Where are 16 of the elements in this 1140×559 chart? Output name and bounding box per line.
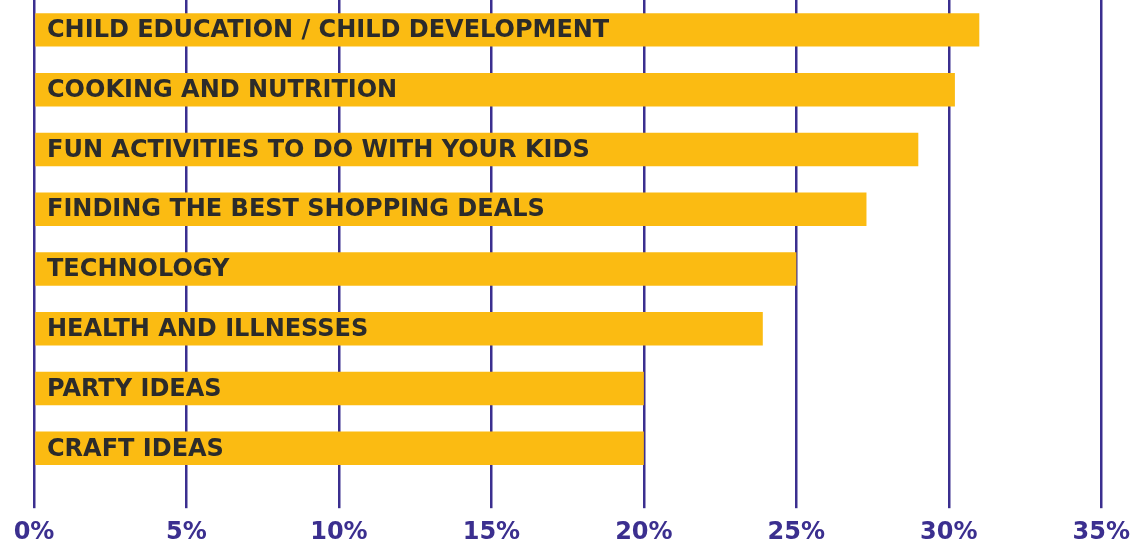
y-tick-label: HEALTH AND ILLNESSES	[47, 314, 369, 342]
y-tick-label: PARTY IDEAS	[47, 373, 222, 402]
y-tick-label: TECHNOLOGY	[47, 254, 230, 283]
x-tick-label: 5%	[166, 516, 207, 545]
x-tick-label: 0%	[13, 516, 55, 545]
x-tick-label: 20%	[615, 516, 673, 545]
x-tick-label: 25%	[767, 516, 826, 545]
y-tick-label: COOKING AND NUTRITION	[47, 74, 398, 103]
y-tick-label: CRAFT IDEAS	[47, 433, 224, 462]
y-tick-label: FUN ACTIVITIES TO DO WITH YOUR KIDS	[47, 134, 590, 163]
x-tick-label: 10%	[310, 516, 368, 545]
y-tick-label: FINDING THE BEST SHOPPING DEALS	[47, 194, 545, 223]
x-tick-label: 30%	[920, 516, 978, 545]
x-tick-label: 15%	[462, 516, 521, 545]
x-tick-label: 35%	[1072, 516, 1130, 545]
y-tick-label: CHILD EDUCATION / CHILD DEVELOPMENT	[47, 15, 610, 44]
